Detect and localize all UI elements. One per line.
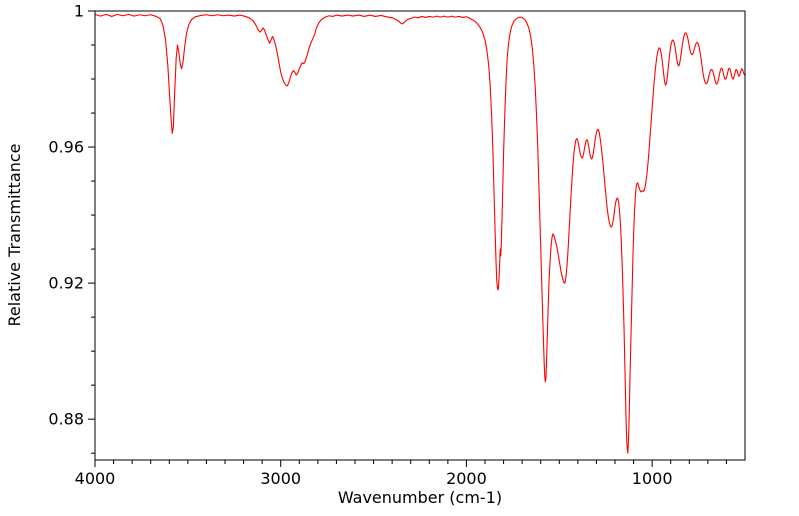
y-tick-label: 0.96 [48, 138, 84, 157]
x-tick-label: 1000 [632, 469, 673, 488]
y-tick-label: 0.88 [48, 410, 84, 429]
x-axis-title: Wavenumber (cm-1) [338, 488, 502, 507]
y-tick-label: 0.92 [48, 274, 84, 293]
axis-ticks: 4000 3000 2000 1000 0.88 0.92 0.96 1 [48, 2, 727, 488]
spectrum-line [94, 13, 746, 454]
plot-border [94, 10, 746, 461]
x-tick-label: 2000 [446, 469, 487, 488]
y-axis-title: Relative Transmittance [5, 143, 24, 326]
x-tick-label: 3000 [260, 469, 301, 488]
series-layer [94, 13, 746, 454]
y-tick-label: 1 [74, 2, 84, 21]
x-tick-label: 4000 [75, 469, 116, 488]
